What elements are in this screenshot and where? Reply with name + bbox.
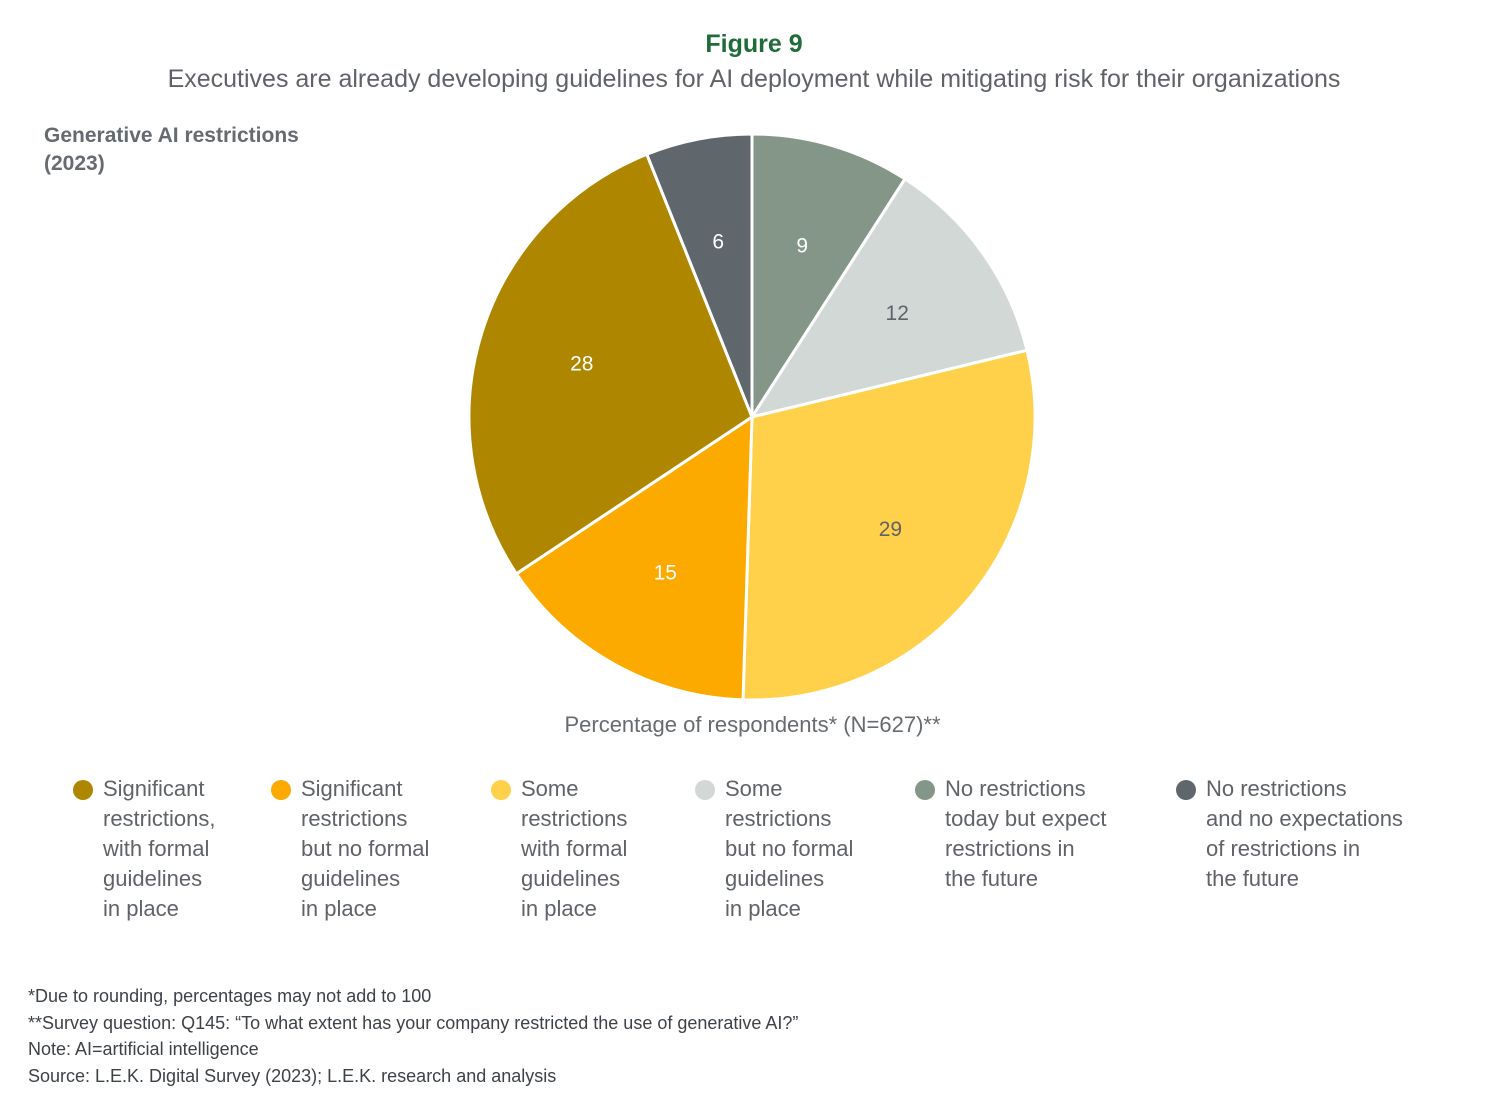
pie-slice-1 xyxy=(750,177,1029,419)
pie-slice-label-5: 6 xyxy=(712,230,724,253)
legend-item-3: Some restrictions but no formal guidelin… xyxy=(695,774,853,924)
chart-subtitle: Executives are already developing guidel… xyxy=(167,65,1341,93)
legend-item-5: No restrictions and no expectations of r… xyxy=(1176,774,1403,894)
legend-swatch xyxy=(73,780,93,800)
pie-slice-4 xyxy=(467,152,754,576)
legend-label: Some restrictions with formal guidelines… xyxy=(521,776,628,921)
measure-label: Percentage of respondents* (N=627)** xyxy=(564,712,941,737)
legend-label: No restrictions today but expect restric… xyxy=(945,776,1107,891)
legend-swatch xyxy=(695,780,715,800)
pie-slice-2 xyxy=(741,348,1037,702)
legend-label: Significant restrictions, with formal gu… xyxy=(103,776,216,921)
pie-slice-label-0: 9 xyxy=(796,234,808,257)
pie-slice-5 xyxy=(645,132,754,419)
legend: Significant restrictions, with formal gu… xyxy=(0,774,1508,934)
footnote-rounding: *Due to rounding, percentages may not ad… xyxy=(28,986,432,1006)
footnotes: *Due to rounding, percentages may not ad… xyxy=(28,983,1128,1089)
legend-swatch xyxy=(915,780,935,800)
legend-label: Some restrictions but no formal guidelin… xyxy=(725,776,854,921)
pie-chart: 9 12 29 15 28 6 xyxy=(467,132,1037,702)
footnote-source: Source: L.E.K. Digital Survey (2023); L.… xyxy=(28,1065,557,1086)
legend-item-4: No restrictions today but expect restric… xyxy=(915,774,1106,894)
pie-slice-label-4: 28 xyxy=(570,353,593,376)
legend-swatch xyxy=(271,780,291,800)
legend-swatch xyxy=(491,780,511,800)
legend-swatch xyxy=(1176,780,1196,800)
panel-title: Generative AI restrictions (2023) xyxy=(44,124,299,175)
pie-slice-label-1: 12 xyxy=(886,302,909,325)
legend-item-0: Significant restrictions, with formal gu… xyxy=(73,774,215,924)
legend-item-1: Significant restrictions but no formal g… xyxy=(271,774,429,924)
pie-slice-3 xyxy=(514,415,754,702)
legend-label: Significant restrictions but no formal g… xyxy=(301,776,430,921)
footnote-note: Note: AI=artificial intelligence xyxy=(28,1039,259,1059)
legend-item-2: Some restrictions with formal guidelines… xyxy=(491,774,627,924)
pie-slice-label-2: 29 xyxy=(879,518,902,541)
legend-label: No restrictions and no expectations of r… xyxy=(1206,776,1403,891)
pie-slice-0 xyxy=(750,132,907,419)
footnote-survey-question: **Survey question: Q145: “To what extent… xyxy=(28,1012,799,1033)
pie-slice-label-3: 15 xyxy=(654,561,677,584)
figure-label: Figure 9 xyxy=(705,30,803,58)
